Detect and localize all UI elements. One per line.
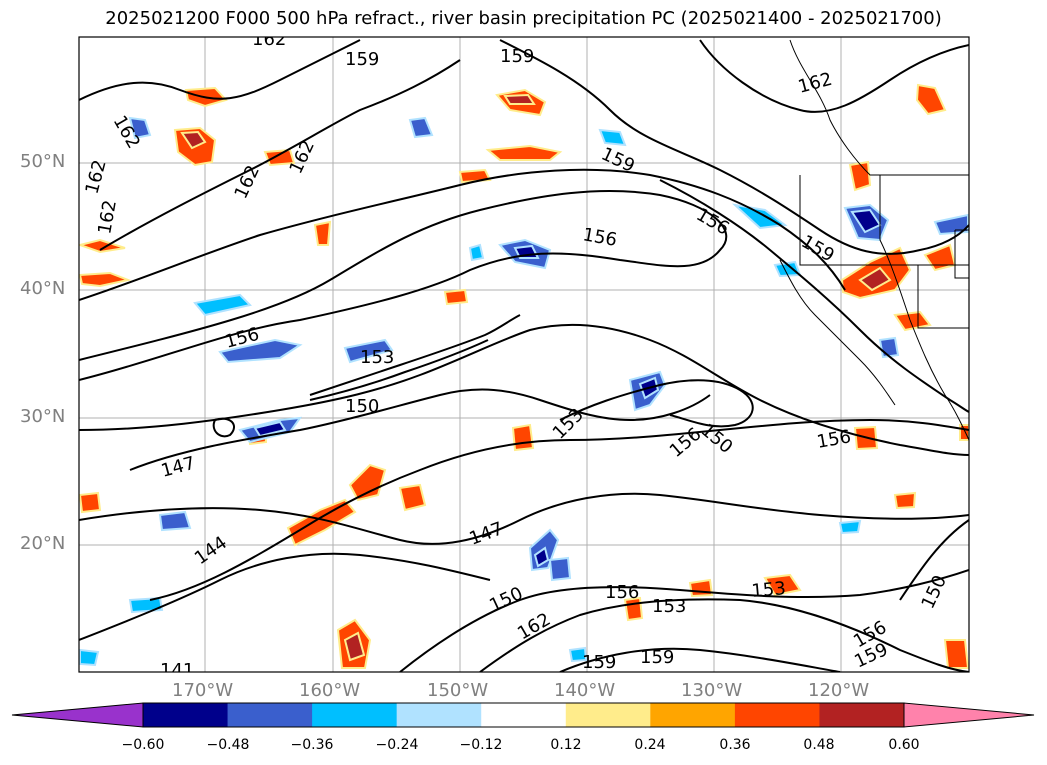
contour-label: 162	[94, 198, 121, 235]
contour-label: 162	[514, 609, 554, 644]
contour-label: 162	[796, 69, 835, 98]
contour-label: 162	[252, 29, 286, 50]
lon-label: 160°W	[299, 680, 361, 701]
contour-label: 162	[285, 137, 319, 177]
contour-label: 150	[345, 396, 379, 417]
contour-label: 156	[666, 424, 706, 462]
contour-label: 153	[652, 596, 686, 617]
coastline	[779, 39, 969, 441]
map-frame	[78, 36, 970, 673]
colorbar-tick-label: −0.12	[459, 737, 503, 753]
contour-label: 156	[815, 426, 852, 453]
lat-label: 30°N	[20, 406, 66, 427]
lon-label: 120°W	[808, 680, 870, 701]
map-title: 2025021200 F000 500 hPa refract., river …	[105, 8, 942, 29]
contour-label: 153	[751, 578, 787, 602]
contour-label: 162	[109, 112, 144, 152]
contour-label: 162	[230, 162, 264, 202]
lat-label: 50°N	[20, 151, 66, 172]
contour-label: 156	[605, 582, 639, 603]
contour-label: 153	[360, 347, 394, 368]
colorbar-tick-label: 0.36	[719, 737, 751, 753]
height-contours	[79, 39, 969, 672]
positive-precip-areas	[79, 83, 969, 669]
colorbar-tick-label: −0.24	[375, 737, 419, 753]
contour-label: 159	[345, 49, 379, 70]
lon-label: 140°W	[554, 680, 616, 701]
contour-label: 159	[640, 647, 674, 668]
colorbar-tick-label: 0.12	[550, 737, 582, 753]
graticule	[79, 37, 969, 672]
contour-label: 150	[486, 583, 526, 617]
contour-label: 159	[582, 652, 616, 673]
contour-label: 147	[159, 453, 198, 482]
colorbar-tick-label: 0.24	[634, 737, 666, 753]
lat-label: 20°N	[20, 533, 66, 554]
colorbar-tick-label: 0.60	[888, 737, 920, 753]
lon-label: 130°W	[681, 680, 743, 701]
contour-label: 159	[500, 46, 534, 67]
contour-label: 141	[160, 660, 194, 681]
lon-label: 150°W	[427, 680, 489, 701]
negative-precip-areas	[79, 116, 969, 667]
lon-label: 170°W	[172, 680, 234, 701]
lat-label: 40°N	[20, 278, 66, 299]
colorbar-tick-label: −0.36	[290, 737, 334, 753]
colorbar-tick-label: −0.48	[206, 737, 250, 753]
colorbar-tick-label: −0.60	[121, 737, 165, 753]
colorbar-tick-label: 0.48	[803, 737, 835, 753]
contour-label: 144	[191, 532, 231, 569]
